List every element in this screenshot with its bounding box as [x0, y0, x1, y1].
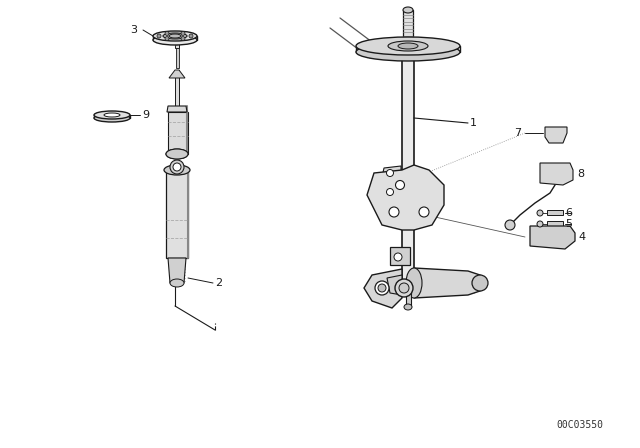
Polygon shape [382, 166, 401, 180]
Polygon shape [364, 269, 402, 308]
Text: 1: 1 [470, 118, 477, 128]
Polygon shape [167, 106, 187, 112]
Bar [175, 70, 179, 106]
Circle shape [537, 210, 543, 216]
Circle shape [395, 279, 413, 297]
Text: 6: 6 [565, 208, 572, 218]
Text: 9: 9 [142, 110, 149, 120]
Ellipse shape [472, 275, 488, 291]
Ellipse shape [356, 43, 460, 61]
Circle shape [394, 253, 402, 261]
Bar [402, 52, 414, 200]
Ellipse shape [403, 7, 413, 13]
Circle shape [537, 221, 543, 227]
Circle shape [165, 37, 169, 41]
Polygon shape [168, 258, 186, 283]
Polygon shape [545, 127, 567, 143]
Bar [168, 112, 188, 154]
Polygon shape [169, 70, 185, 78]
Circle shape [389, 207, 399, 217]
Circle shape [165, 31, 169, 35]
Ellipse shape [104, 113, 120, 117]
Polygon shape [382, 186, 401, 198]
Polygon shape [387, 275, 402, 295]
Bar [390, 247, 410, 265]
Ellipse shape [163, 33, 187, 39]
Circle shape [387, 169, 394, 177]
Ellipse shape [170, 279, 184, 287]
Text: 4: 4 [578, 232, 585, 242]
Text: 7: 7 [514, 128, 521, 138]
Bar [176, 48, 179, 68]
Ellipse shape [166, 149, 188, 159]
Polygon shape [540, 163, 573, 185]
Circle shape [375, 281, 389, 295]
Polygon shape [367, 165, 444, 230]
Ellipse shape [94, 114, 130, 122]
Bar [547, 210, 563, 215]
Circle shape [189, 34, 193, 38]
Bar [402, 230, 414, 285]
Text: 3: 3 [130, 25, 137, 35]
Ellipse shape [164, 165, 190, 175]
Ellipse shape [153, 31, 197, 41]
Text: 00C03550: 00C03550 [557, 420, 604, 430]
Circle shape [181, 37, 185, 41]
Polygon shape [414, 268, 480, 298]
Bar [166, 172, 188, 258]
Bar [403, 10, 413, 48]
Circle shape [505, 220, 515, 230]
Ellipse shape [356, 37, 460, 55]
Ellipse shape [169, 34, 181, 38]
Text: 2: 2 [215, 278, 222, 288]
Polygon shape [415, 171, 430, 183]
Circle shape [378, 284, 386, 292]
Ellipse shape [398, 43, 418, 49]
Circle shape [387, 189, 394, 195]
Circle shape [419, 207, 429, 217]
Circle shape [399, 283, 409, 293]
Ellipse shape [388, 41, 428, 51]
Circle shape [170, 160, 184, 174]
Text: 5: 5 [565, 219, 572, 229]
Bar [547, 221, 563, 226]
Circle shape [396, 181, 404, 190]
Polygon shape [530, 226, 575, 249]
Circle shape [181, 31, 185, 35]
Ellipse shape [406, 268, 422, 298]
Bar [406, 285, 411, 307]
Ellipse shape [94, 111, 130, 119]
Ellipse shape [166, 149, 188, 159]
Bar [175, 42, 179, 48]
Polygon shape [415, 188, 430, 198]
Circle shape [173, 163, 181, 171]
Circle shape [157, 34, 161, 38]
Ellipse shape [153, 35, 197, 45]
Ellipse shape [404, 304, 412, 310]
Text: 8: 8 [577, 169, 584, 179]
